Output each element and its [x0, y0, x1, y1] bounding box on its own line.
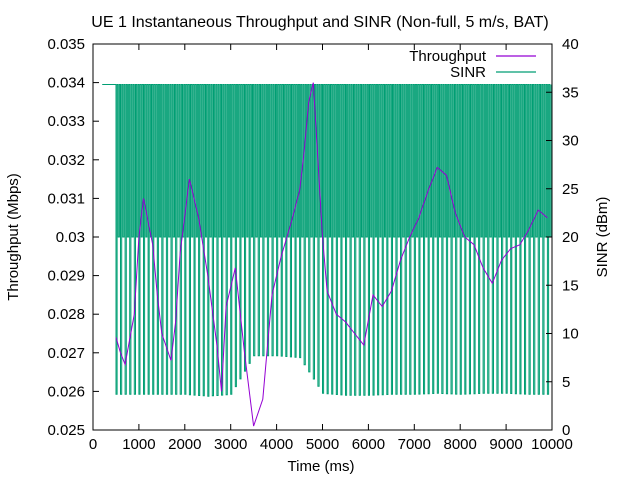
x-tick-label: 5000 [306, 436, 339, 453]
y-tick-label: 0.029 [47, 268, 85, 285]
x-tick-label: 7000 [398, 436, 431, 453]
x-tick-label: 1000 [122, 436, 155, 453]
chart-title: UE 1 Instantaneous Throughput and SINR (… [91, 14, 548, 31]
y2-tick-label: 5 [562, 374, 570, 391]
legend: Throughput SINR [409, 48, 536, 81]
y-axis-left: 0.025 0.026 0.027 0.028 0.029 0.03 0.031 0.032 0… [47, 36, 99, 439]
x-tick-label: 3000 [214, 436, 247, 453]
y-axis-label: Throughput (Mbps) [5, 173, 22, 301]
y2-tick-label: 25 [562, 181, 579, 198]
y-axis-right: 0 5 10 15 20 25 30 35 40 [546, 36, 579, 439]
plot-area [102, 82, 552, 427]
y-tick-label: 0.034 [47, 75, 85, 92]
x-tick-label: 4000 [260, 436, 293, 453]
y-tick-label: 0.025 [47, 422, 85, 439]
y-tick-label: 0.033 [47, 113, 85, 130]
legend-label-sinr: SINR [450, 64, 486, 81]
x-tick-label: 9000 [489, 436, 522, 453]
x-tick-label: 0 [89, 436, 97, 453]
x-tick-label: 6000 [352, 436, 385, 453]
y2-tick-label: 10 [562, 326, 579, 343]
y2-tick-label: 20 [562, 229, 579, 246]
y2-tick-label: 15 [562, 277, 579, 294]
y-tick-label: 0.028 [47, 306, 85, 323]
x-axis-label: Time (ms) [288, 458, 355, 475]
legend-label-throughput: Throughput [409, 48, 487, 65]
y2-axis-label: SINR (dBm) [594, 197, 611, 278]
y2-tick-label: 30 [562, 133, 579, 150]
y2-tick-label: 40 [562, 36, 579, 53]
y-tick-label: 0.032 [47, 152, 85, 169]
y-tick-label: 0.027 [47, 345, 85, 362]
series-line-throughput [115, 82, 548, 427]
y2-tick-label: 35 [562, 84, 579, 101]
y-tick-label: 0.035 [47, 36, 85, 53]
x-tick-label: 2000 [168, 436, 201, 453]
x-tick-label: 8000 [444, 436, 477, 453]
y2-tick-label: 0 [562, 422, 570, 439]
x-tick-label: 10000 [531, 436, 573, 453]
y-tick-label: 0.03 [56, 229, 85, 246]
series-line-sinr [102, 84, 552, 397]
y-tick-label: 0.031 [47, 190, 85, 207]
x-axis: 0 1000 2000 3000 4000 5000 6000 7000 8000 9000 100… [89, 44, 573, 453]
y-tick-label: 0.026 [47, 383, 85, 400]
